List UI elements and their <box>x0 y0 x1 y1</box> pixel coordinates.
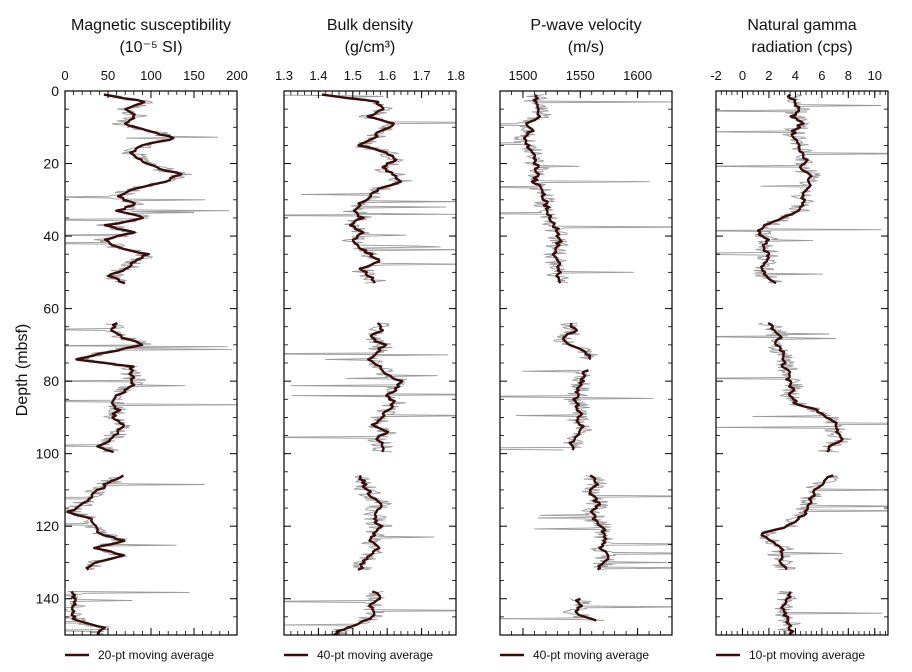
bulk-density-legend-label: 40-pt moving average <box>317 648 433 662</box>
natural-gamma-x-tick-label: 8 <box>845 68 852 83</box>
panel-bulk-density: Bulk density (g/cm³) 1.3 1.4 1.5 1.6 1.7 1.8 40-… <box>275 17 465 662</box>
magnetic-susceptibility-raw-segment-4 <box>65 591 190 635</box>
magnetic-susceptibility-title-line-2: (10⁻⁵ SI) <box>119 39 182 56</box>
bulk-density-title-line-1: Bulk density <box>327 17 413 34</box>
p-wave-velocity-x-tick-label: 1500 <box>508 68 537 83</box>
natural-gamma-raw-data <box>716 94 888 635</box>
bulk-density-x-tick-label: 1.6 <box>378 68 396 83</box>
bulk-density-raw-data <box>284 94 456 635</box>
panel-natural-gamma: Natural gamma radiation (cps) -2 0 2 4 6 8 10 10-… <box>710 17 889 662</box>
magnetic-susceptibility-x-tick-label: 50 <box>101 68 115 83</box>
natural-gamma-x-tick-label: 2 <box>765 68 772 83</box>
magnetic-susceptibility-x-tick-label: 150 <box>183 68 205 83</box>
magnetic-susceptibility-legend-label: 20-pt moving average <box>98 648 214 662</box>
magnetic-susceptibility-average-segment-4 <box>70 590 106 635</box>
panel-p-wave-velocity: P-wave velocity (m/s) 1500 1550 1600 40-pt mo… <box>499 17 673 662</box>
magnetic-susceptibility-average-segment-3 <box>66 474 126 571</box>
p-wave-velocity-legend-label: 40-pt moving average <box>533 648 649 662</box>
depth-tick-label: 100 <box>36 446 60 462</box>
natural-gamma-title-line-2: radiation (cps) <box>751 39 852 56</box>
magnetic-susceptibility-average-segment-1 <box>103 93 183 285</box>
bulk-density-x-tick-label: 1.8 <box>447 68 465 83</box>
natural-gamma-x-tick-label: -2 <box>710 68 722 83</box>
natural-gamma-x-tick-label: 10 <box>868 68 882 83</box>
natural-gamma-x-tick-label: 4 <box>792 68 799 83</box>
bulk-density-average-segment-2 <box>367 322 404 453</box>
p-wave-velocity-title-line-1: P-wave velocity <box>530 17 641 34</box>
p-wave-velocity-frame <box>499 90 673 636</box>
p-wave-velocity-raw-segment-4 <box>534 474 672 571</box>
natural-gamma-raw-segment-1 <box>716 94 888 284</box>
magnetic-susceptibility-title-line-1: Magnetic susceptibility <box>71 17 231 34</box>
bulk-density-x-tick-label: 1.7 <box>413 68 431 83</box>
bulk-density-title-line-2: (g/cm³) <box>345 39 396 56</box>
natural-gamma-average-segment-4 <box>780 591 795 635</box>
p-wave-velocity-average-segment-3 <box>568 369 589 451</box>
p-wave-velocity-raw-data <box>500 94 672 621</box>
p-wave-velocity-raw-segment-1 <box>500 94 672 284</box>
depth-tick-label: 140 <box>36 591 60 607</box>
natural-gamma-raw-segment-2 <box>716 322 888 453</box>
y-axis-label: Depth (mbsf) <box>14 324 31 416</box>
bulk-density-average-segment-1 <box>321 93 402 284</box>
depth-tick-label: 20 <box>43 156 59 172</box>
natural-gamma-average-segment-2 <box>767 322 844 453</box>
p-wave-velocity-average-segment-2 <box>562 322 592 361</box>
depth-tick-label: 0 <box>51 83 59 99</box>
natural-gamma-average-segment-3 <box>760 474 834 570</box>
depth-tick-label: 60 <box>43 301 59 317</box>
natural-gamma-moving-average <box>756 93 844 635</box>
panels: Magnetic susceptibility(10⁻⁵ SI)0 50 100 15… <box>36 17 889 662</box>
p-wave-velocity-raw-segment-3 <box>500 369 654 451</box>
bulk-density-x-tick-label: 1.3 <box>275 68 293 83</box>
natural-gamma-x-tick-label: 0 <box>739 68 746 83</box>
bulk-density-x-tick-label: 1.4 <box>309 68 327 83</box>
p-wave-velocity-x-tick-label: 1550 <box>566 68 595 83</box>
bulk-density-raw-segment-4 <box>284 591 456 635</box>
panel-magnetic-susceptibility: Magnetic susceptibility (10⁻⁵ SI) 0 50 100 15… <box>36 17 248 662</box>
magnetic-susceptibility-raw-data <box>65 94 237 635</box>
bulk-density-x-tick-label: 1.5 <box>344 68 362 83</box>
depth-tick-label: 40 <box>43 228 59 244</box>
magnetic-susceptibility-x-tick-label: 200 <box>226 68 248 83</box>
magnetic-susceptibility-frame <box>64 90 238 636</box>
p-wave-velocity-raw-segment-5 <box>500 598 672 621</box>
p-wave-velocity-title-line-2: (m/s) <box>568 39 604 56</box>
bulk-density-raw-segment-1 <box>284 94 456 284</box>
p-wave-velocity-raw-segment-2 <box>553 322 598 360</box>
magnetic-susceptibility-moving-average <box>66 93 183 635</box>
magnetic-susceptibility-raw-segment-3 <box>65 475 205 571</box>
p-wave-velocity-average-segment-1 <box>522 94 563 284</box>
p-wave-velocity-average-segment-4 <box>588 474 610 571</box>
p-wave-velocity-moving-average <box>522 94 610 622</box>
magnetic-susceptibility-x-tick-label: 100 <box>140 68 162 83</box>
magnetic-susceptibility-x-tick-label: 0 <box>61 68 68 83</box>
p-wave-velocity-average-segment-5 <box>574 597 597 622</box>
p-wave-velocity-x-tick-label: 1600 <box>623 68 652 83</box>
natural-gamma-title-line-1: Natural gamma <box>747 17 856 34</box>
magnetic-susceptibility-raw-segment-1 <box>65 94 230 284</box>
natural-gamma-x-tick-label: 6 <box>818 68 825 83</box>
natural-gamma-legend-label: 10-pt moving average <box>749 648 865 662</box>
bulk-density-raw-segment-2 <box>284 322 456 453</box>
depth-tick-label: 80 <box>43 373 59 389</box>
natural-gamma-raw-segment-3 <box>759 474 888 571</box>
magnetic-susceptibility-average-segment-2 <box>75 321 144 454</box>
bulk-density-average-segment-3 <box>357 474 384 571</box>
depth-tick-label: 120 <box>36 518 60 534</box>
bulk-density-moving-average <box>321 93 404 635</box>
natural-gamma-average-segment-1 <box>756 93 813 285</box>
bulk-density-average-segment-4 <box>333 590 382 635</box>
